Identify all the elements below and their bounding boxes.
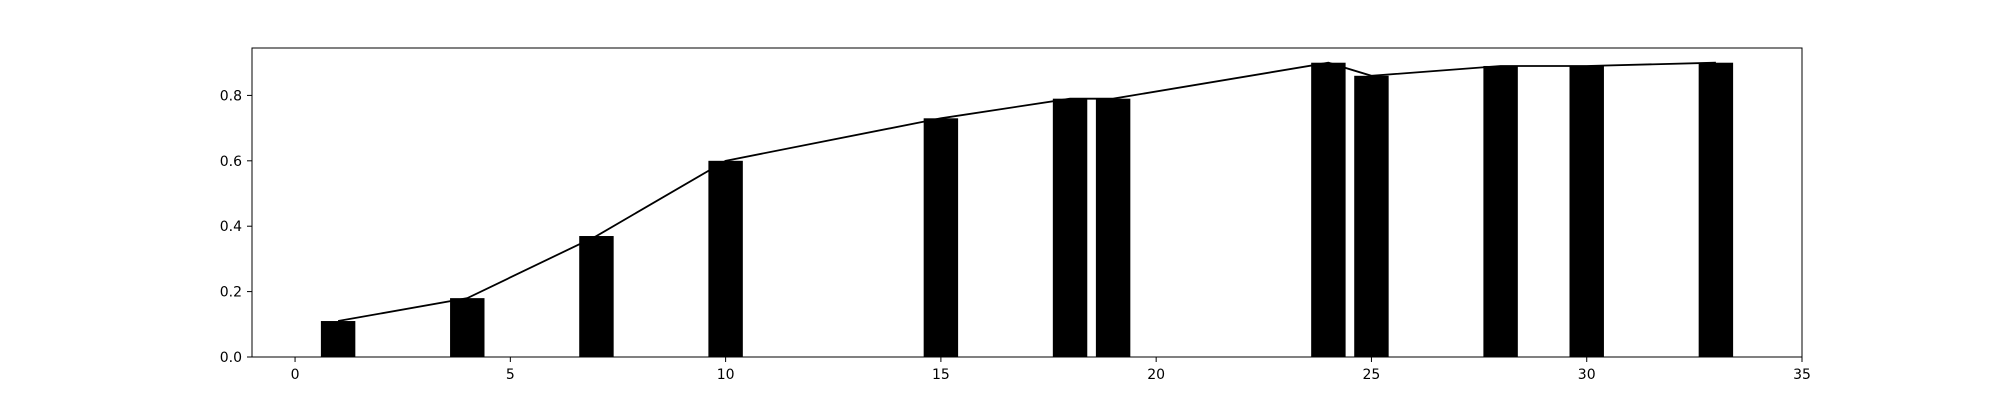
x-tick-label: 20 [1147,367,1165,383]
bar [320,321,356,357]
bar [923,118,959,357]
y-tick-label: 0.4 [220,219,242,235]
x-tick-label: 10 [717,367,735,383]
x-tick-label: 5 [506,367,515,383]
x-tick-label: 35 [1793,367,1811,383]
plot-frame [251,47,1803,358]
y-tick-label: 0.8 [220,88,242,104]
bar [1095,98,1131,358]
bar [450,298,485,357]
y-tick-label: 0.2 [220,285,242,301]
bar [1483,65,1518,357]
bar [1311,62,1346,358]
x-tick-label: 30 [1578,367,1596,383]
y-tick-label: 0.6 [220,154,242,170]
bar [1052,98,1088,358]
line-layer [337,61,1716,322]
bar [1354,75,1389,357]
bar [1698,62,1734,358]
series-line [337,61,1716,322]
bar [1569,65,1604,357]
bars-layer [320,62,1734,358]
x-tick-label: 25 [1363,367,1381,383]
bar [708,160,743,357]
x-axis-ticks: 0 5 10 15 20 25 30 35 [291,357,1811,383]
y-axis-ticks: 0.0 0.2 0.4 0.6 0.8 [220,88,252,366]
bar [579,236,614,357]
x-tick-label: 0 [291,367,300,383]
y-tick-label: 0.0 [220,350,242,366]
x-tick-label: 15 [932,367,950,383]
